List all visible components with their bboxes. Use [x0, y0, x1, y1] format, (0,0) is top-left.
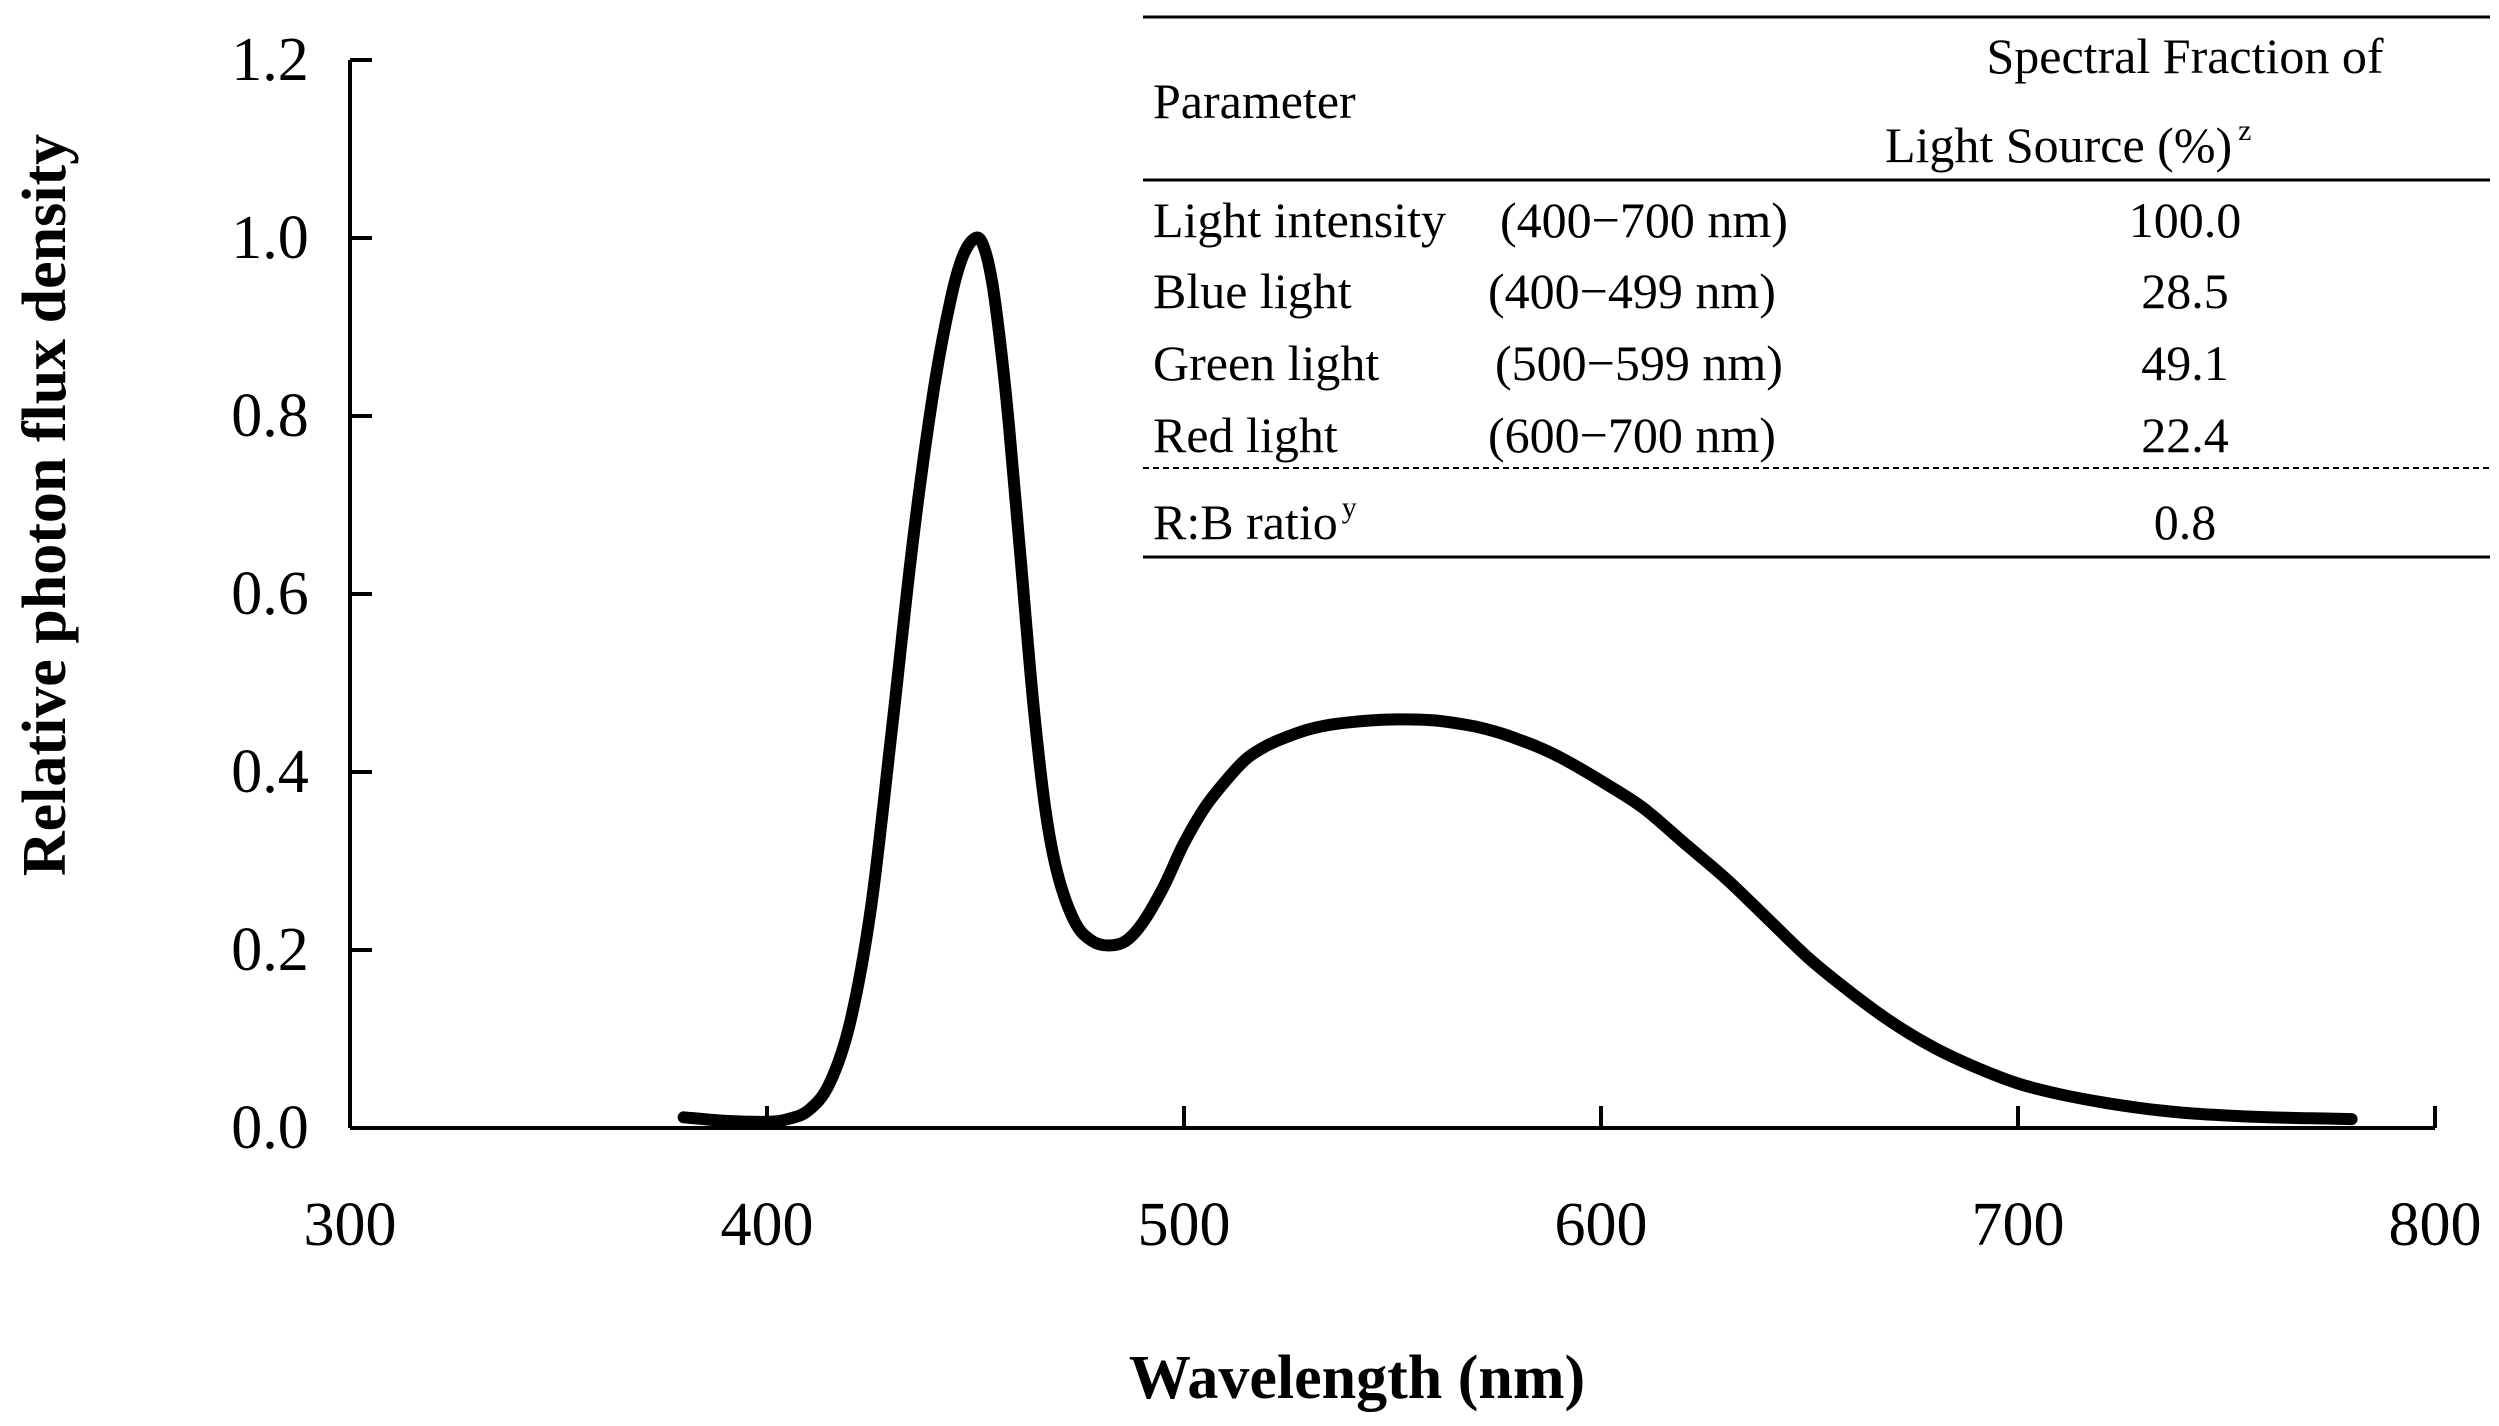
row-name: Blue light: [1153, 263, 1352, 319]
y-tick-label: 0.8: [231, 382, 309, 450]
row-range: (600−700 nm): [1488, 407, 1776, 463]
table-header-parameter: Parameter: [1153, 73, 1356, 129]
table-row: Light intensity (400−700 nm) 100.0: [1153, 192, 2241, 248]
y-tick-label: 1.0: [231, 204, 309, 272]
row-value: 100.0: [2129, 192, 2242, 248]
y-tick-label: 1.2: [231, 26, 309, 94]
row-range: (500−599 nm): [1495, 335, 1783, 391]
row-range: (400−700 nm): [1500, 192, 1788, 248]
row-value: 49.1: [2141, 335, 2229, 391]
table-header-value-line2: Light Source (%) z: [1885, 114, 2251, 173]
table-row: Green light (500−599 nm) 49.1: [1153, 335, 2229, 391]
y-tick-label: 0.4: [231, 738, 309, 806]
y-axis-title: Relative photon flux density: [11, 134, 79, 876]
x-tick-label: 300: [304, 1191, 397, 1259]
row-name: Light intensity: [1153, 192, 1446, 248]
series-line-spectrum: [677, 231, 2358, 1128]
y-tick-label: 0.6: [231, 560, 309, 628]
x-tick-label: 400: [721, 1191, 814, 1259]
ratio-label: R:B ratio y: [1153, 491, 1357, 550]
x-axis-title: Wavelength (nm): [1129, 1344, 1585, 1412]
table-row: Red light (600−700 nm) 22.4: [1153, 407, 2229, 463]
table-header-value-line1: Spectral Fraction of: [1986, 28, 2383, 84]
y-tick-label: 0.2: [231, 916, 309, 984]
x-axis-ticks: 300 400 500 600 700 800: [304, 1106, 2482, 1259]
spectral-fraction-table: Parameter Spectral Fraction of Light Sou…: [1143, 15, 2490, 559]
ratio-value: 0.8: [2154, 494, 2217, 550]
row-value: 28.5: [2141, 263, 2229, 319]
row-value: 22.4: [2141, 407, 2229, 463]
x-tick-label: 500: [1138, 1191, 1231, 1259]
x-tick-label: 700: [1972, 1191, 2065, 1259]
y-axis-ticks: 0.0 0.2 0.4 0.6 0.8 1.0 1.2: [231, 26, 372, 1162]
row-range: (400−499 nm): [1488, 263, 1776, 319]
x-tick-label: 800: [2389, 1191, 2482, 1259]
row-name: Green light: [1153, 335, 1379, 391]
row-name: Red light: [1153, 407, 1338, 463]
table-row: Blue light (400−499 nm) 28.5: [1153, 263, 2229, 319]
y-tick-label: 0.0: [231, 1094, 309, 1162]
x-tick-label: 600: [1555, 1191, 1648, 1259]
